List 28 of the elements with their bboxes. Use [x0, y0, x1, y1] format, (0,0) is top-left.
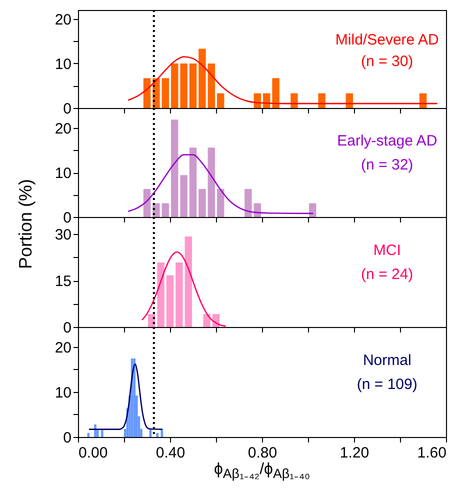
y-tick-label: 0	[63, 100, 72, 118]
y-tick-label: 0	[63, 430, 72, 446]
y-tick-label: 20	[54, 339, 72, 356]
y-tick-label: 10	[54, 384, 72, 402]
x-tick-label: 1.60	[417, 444, 446, 462]
y-tick-label: 20	[54, 120, 72, 138]
x-axis-title: ϕ$_{Aβ₁₋₄₂}$/ϕ$_{Aβ₁₋₄₀}$	[212, 461, 312, 482]
annotation: (n = 32)	[361, 156, 414, 174]
x-tick-label: 0.40	[156, 444, 186, 462]
line-series	[142, 251, 226, 327]
annotation: Normal	[362, 352, 412, 369]
x-tick-label: 0.00	[78, 444, 108, 462]
y-axis-title: Portion (%)	[16, 178, 36, 269]
y-tick-label: 0	[63, 320, 72, 336]
annotation: MCI	[373, 242, 401, 259]
y-tick-label: 10	[54, 56, 72, 73]
annotation: Early-stage AD	[337, 132, 438, 150]
y-tick-label: 30	[54, 226, 72, 244]
x-tick-label: 0.80	[248, 444, 278, 462]
x-tick-label: 1.20	[340, 444, 370, 462]
y-tick-label: 20	[54, 11, 72, 28]
annotation: Mild/Severe AD	[335, 31, 439, 48]
y-tick-label: 0	[63, 210, 72, 226]
y-tick-label: 10	[54, 165, 72, 182]
y-tick-label: 15	[54, 273, 72, 290]
annotation: (n = 109)	[356, 376, 418, 394]
annotation: (n = 30)	[361, 52, 414, 70]
annotation: (n = 24)	[361, 266, 414, 284]
